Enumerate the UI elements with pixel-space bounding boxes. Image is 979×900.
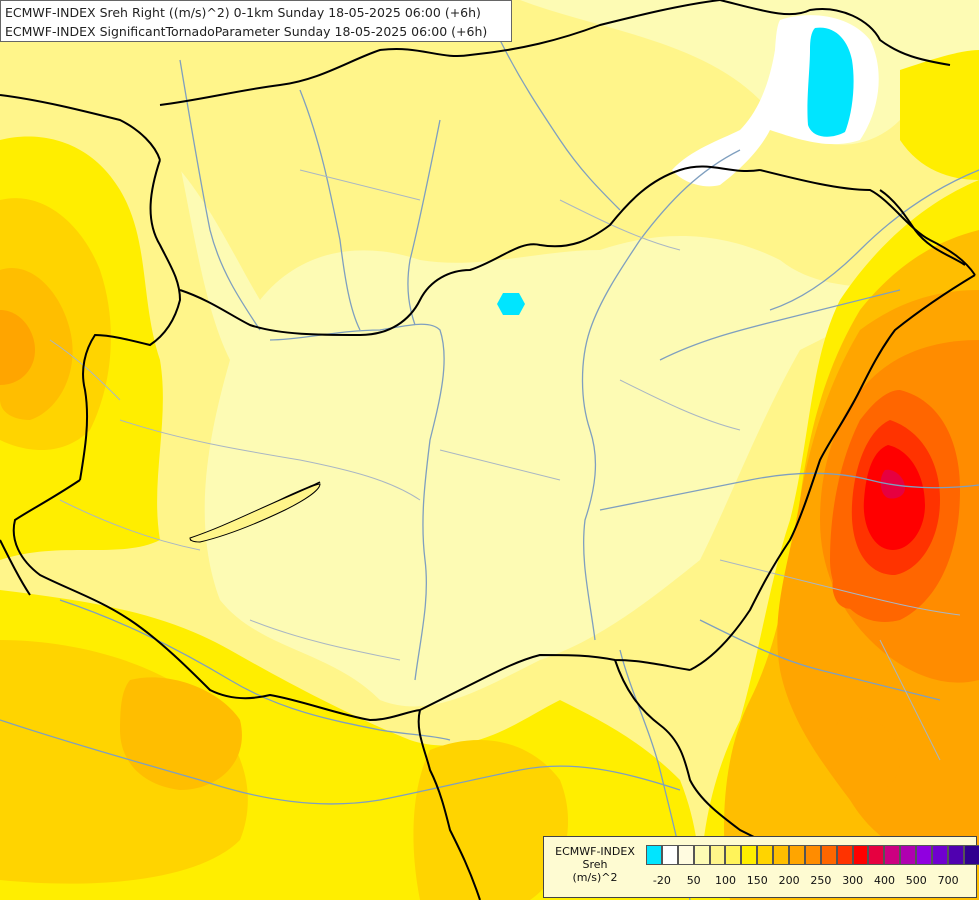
- legend-swatch: [852, 845, 869, 865]
- legend-swatch: [789, 845, 805, 865]
- legend-title-line-2: Sreh: [582, 858, 608, 871]
- legend-swatch: [836, 845, 853, 865]
- field-amber-west: [0, 268, 73, 420]
- legend-swatch: [947, 845, 964, 865]
- legend-tick-label: 500: [905, 874, 927, 887]
- legend-tick-label: 700: [937, 874, 959, 887]
- field-red-orange-spot: [832, 569, 866, 609]
- legend-swatch: [900, 845, 917, 865]
- border-slovakia-hungary: [179, 165, 761, 337]
- legend-swatches: [646, 845, 979, 865]
- river-danube: [269, 323, 445, 681]
- river-north-1: [499, 39, 621, 211]
- legend-swatch: [677, 845, 694, 865]
- border-ukraine-poland: [719, 0, 951, 66]
- field-cyan-ne: [807, 27, 854, 137]
- title-line-2: ECMWF-INDEX SignificantTornadoParameter …: [5, 24, 488, 39]
- field-gold-south: [413, 740, 569, 900]
- legend-tick-label: 400: [874, 874, 895, 887]
- border-serbia-romania: [419, 653, 691, 711]
- lake-balaton: [189, 483, 321, 543]
- legend-swatch: [661, 845, 678, 865]
- river-vah: [299, 89, 361, 331]
- legend-swatch: [932, 845, 948, 865]
- border-ukraine-romania: [759, 169, 976, 276]
- legend-swatch: [709, 845, 726, 865]
- river-sava: [0, 719, 681, 805]
- legend-swatch: [741, 845, 758, 865]
- legend-swatch: [757, 845, 774, 865]
- legend-swatch: [725, 845, 742, 865]
- legend-swatch: [693, 845, 710, 865]
- river-somes: [659, 289, 901, 361]
- legend-swatch: [773, 845, 790, 865]
- legend-tick-label: -20: [652, 874, 671, 887]
- legend-swatch: [916, 845, 933, 865]
- legend-swatch: [820, 845, 837, 865]
- field-orange-south-east: [829, 717, 900, 794]
- legend-title-line-1: ECMWF-INDEX: [555, 845, 635, 858]
- field-yellow-ne: [900, 50, 979, 180]
- legend-title-line-3: (m/s)^2: [572, 871, 618, 884]
- field-orange-west: [0, 310, 35, 385]
- river-mures: [599, 472, 979, 511]
- legend-tick-label: 300: [842, 874, 864, 887]
- river-morava: [179, 59, 261, 331]
- map-title-box: ECMWF-INDEX Sreh Right ((m/s)^2) 0-1km S…: [0, 0, 512, 42]
- river-hron: [407, 119, 441, 326]
- border-east-edge: [879, 189, 966, 266]
- river-south-1: [699, 619, 941, 701]
- legend-ticks: -20 50 100 150 200 250 300 400 500 700: [646, 874, 970, 890]
- river-tisza: [581, 149, 741, 641]
- border-slovakia-poland: [159, 0, 721, 106]
- legend-tick-label: 150: [746, 874, 768, 887]
- border-czech-poland: [0, 94, 161, 161]
- legend-tick-label: 50: [686, 874, 701, 887]
- border-romania-hungary: [689, 274, 976, 671]
- legend-swatch: [884, 845, 901, 865]
- legend-swatch: [868, 845, 885, 865]
- field-amber-sw: [120, 677, 242, 790]
- admin-boundaries: [49, 169, 961, 761]
- border-bosnia-serbia: [417, 709, 481, 900]
- title-line-1: ECMWF-INDEX Sreh Right ((m/s)^2) 0-1km S…: [5, 5, 481, 20]
- river-east-1: [769, 169, 979, 311]
- field-light-north: [0, 0, 979, 300]
- border-czech-slovakia-austria: [79, 159, 182, 481]
- color-legend: ECMWF-INDEX Sreh (m/s)^2 -20 50 100 150 200 2…: [543, 836, 979, 898]
- legend-tick-label: 250: [810, 874, 832, 887]
- legend-swatch: [804, 845, 821, 865]
- border-croatia-hungary: [12, 479, 421, 722]
- legend-swatch: [963, 845, 979, 865]
- legend-tick-label: 100: [715, 874, 736, 887]
- border-slovenia-croatia: [0, 539, 31, 596]
- legend-swatch: [646, 845, 662, 865]
- legend-tick-label: 200: [778, 874, 800, 887]
- river-drava: [59, 599, 451, 741]
- field-cyan-spot: [497, 293, 525, 315]
- legend-title: ECMWF-INDEX Sreh (m/s)^2: [547, 845, 643, 884]
